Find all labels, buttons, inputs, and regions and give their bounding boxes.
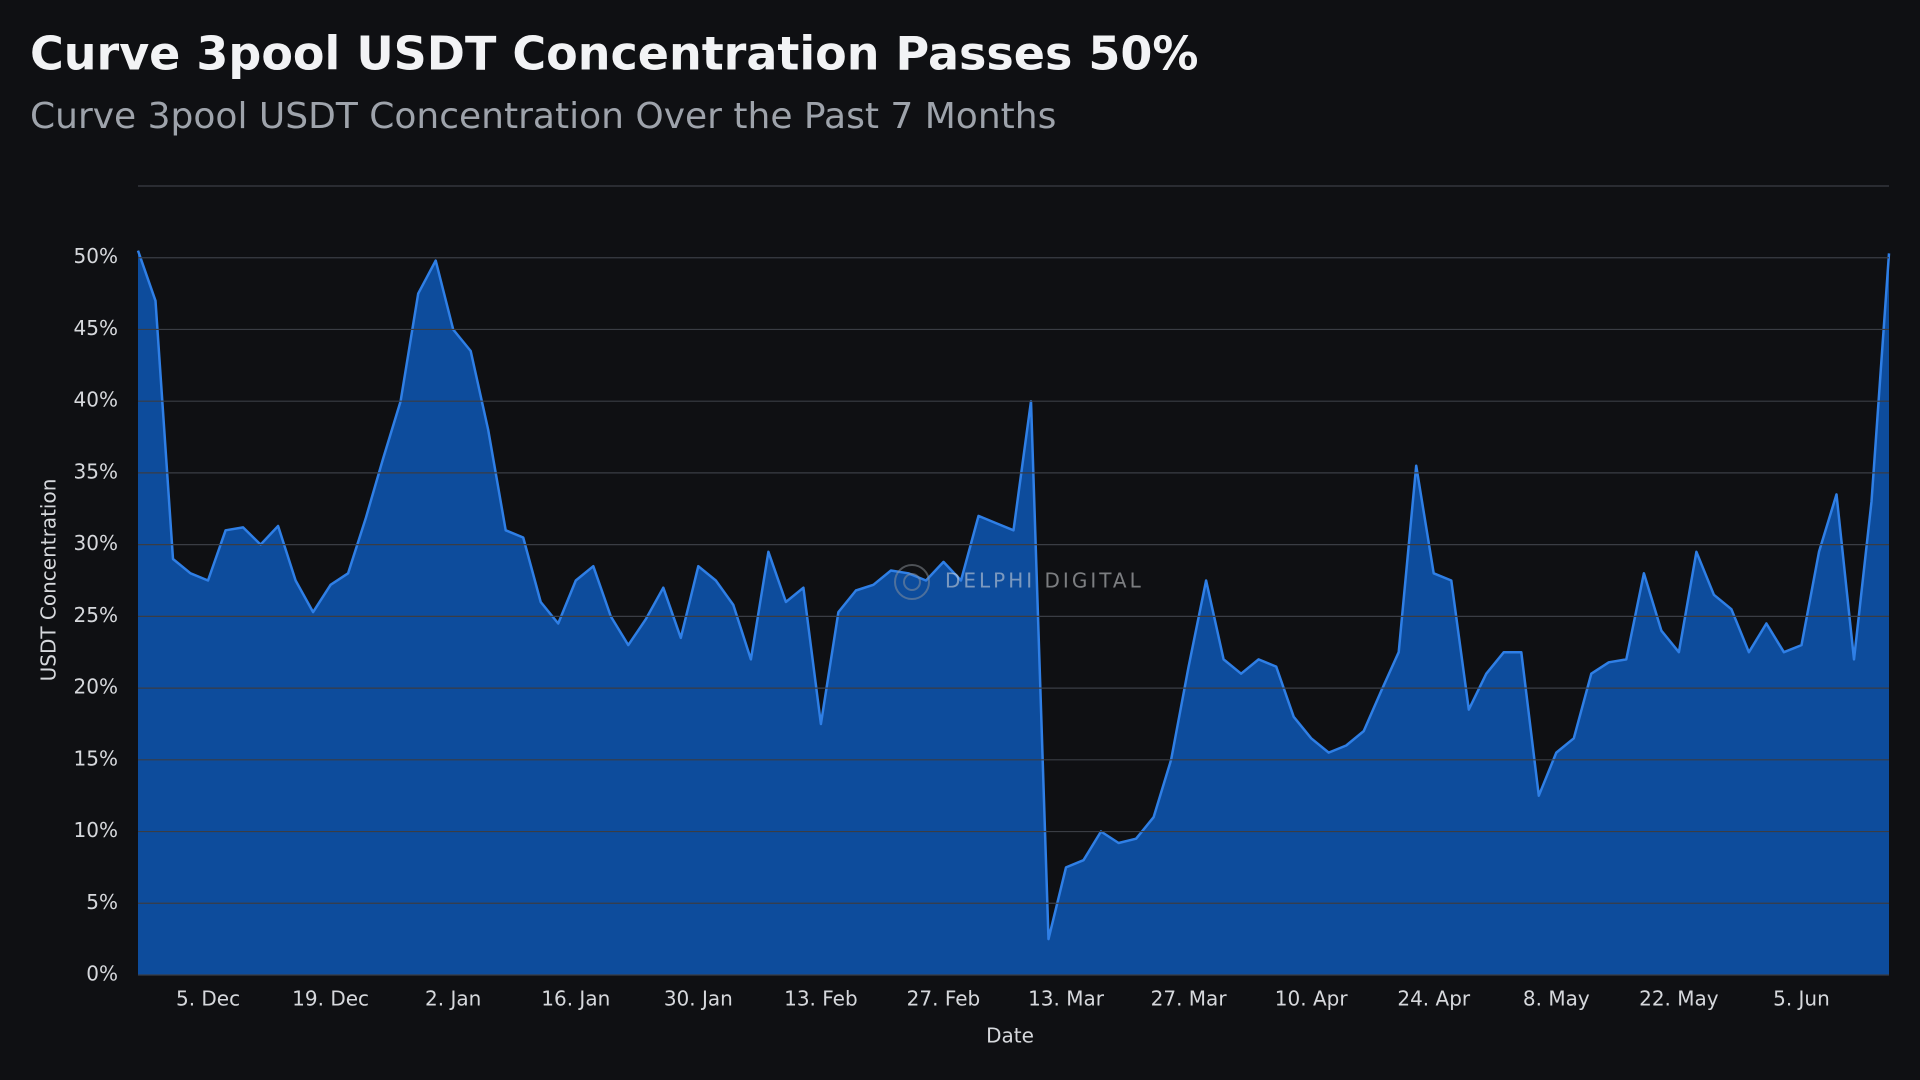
watermark: DELPHI DIGITAL: [945, 569, 1144, 593]
watermark-logo: [903, 573, 921, 591]
area-fill: [138, 250, 1889, 976]
x-tick-label: 13. Mar: [1028, 987, 1105, 1011]
y-tick-label: 40%: [74, 388, 118, 412]
chart-title: Curve 3pool USDT Concentration Passes 50…: [30, 27, 1199, 81]
y-tick-label: 10%: [74, 818, 118, 842]
x-tick-label: 13. Feb: [784, 987, 858, 1011]
x-tick-label: 5. Jun: [1773, 987, 1830, 1011]
x-tick-label: 27. Feb: [907, 987, 981, 1011]
y-tick-label: 5%: [86, 890, 118, 914]
chart-subtitle: Curve 3pool USDT Concentration Over the …: [30, 96, 1056, 137]
x-tick-label: 30. Jan: [664, 987, 733, 1011]
x-tick-label: 24. Apr: [1397, 987, 1471, 1011]
x-tick-label: 8. May: [1523, 987, 1590, 1011]
y-tick-label: 0%: [86, 962, 118, 986]
y-tick-label: 45%: [74, 316, 118, 340]
x-tick-label: 5. Dec: [176, 987, 240, 1011]
x-tick-label: 10. Apr: [1275, 987, 1349, 1011]
y-tick-label: 15%: [74, 746, 118, 770]
x-tick-label: 19. Dec: [292, 987, 369, 1011]
x-tick-label: 27. Mar: [1151, 987, 1228, 1011]
x-tick-label: 22. May: [1639, 987, 1719, 1011]
y-tick-label: 50%: [74, 244, 118, 268]
area-line: [136, 250, 1891, 941]
y-tick-label: 25%: [74, 603, 118, 627]
y-tick-label: 20%: [74, 675, 118, 699]
y-tick-label: 30%: [74, 531, 118, 555]
y-tick-label: 35%: [74, 459, 118, 483]
x-axis-label: Date: [986, 1024, 1034, 1048]
x-tick-label: 2. Jan: [425, 987, 481, 1011]
watermark-logo: [894, 564, 930, 600]
y-axis-label: USDT Concentration: [37, 479, 61, 682]
plot-area: [136, 185, 1891, 976]
x-tick-label: 16. Jan: [541, 987, 610, 1011]
